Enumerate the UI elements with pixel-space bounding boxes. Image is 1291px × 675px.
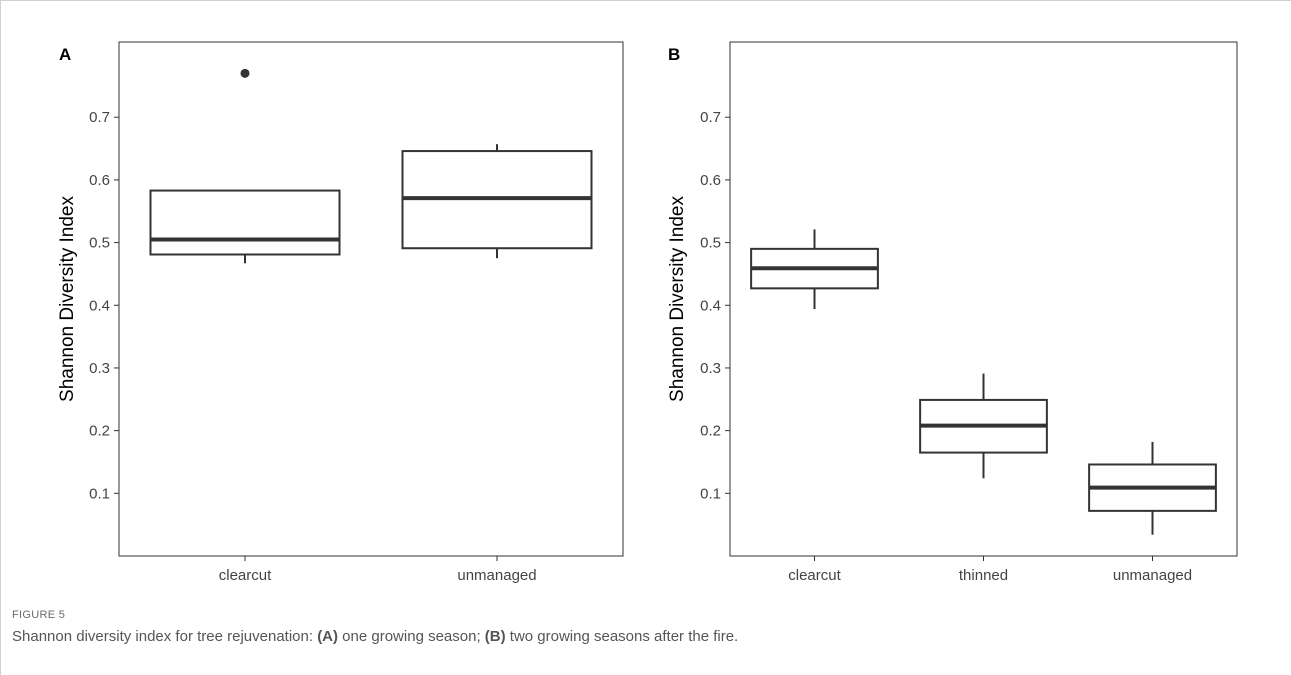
y-tick-label: 0.2 (700, 423, 721, 440)
caption-segment: one growing season; (338, 628, 485, 645)
panel-tag: A (59, 45, 71, 64)
caption-panel-ref: (A) (317, 628, 339, 645)
figure-caption: Shannon diversity index for tree rejuven… (12, 628, 738, 645)
y-tick-label: 0.5 (700, 235, 721, 252)
frame-rule-left (0, 0, 1, 675)
y-tick-label: 0.6 (700, 172, 721, 189)
panel-b: B 0.1 0.2 0.3 0.4 0.5 0.6 0.7 Shannon Diversity … (667, 41, 1238, 584)
y-tick-label: 0.7 (89, 109, 110, 126)
y-tick-label: 0.4 (700, 297, 721, 314)
box-unmanaged (1088, 441, 1217, 535)
y-tick-label: 0.7 (700, 109, 721, 126)
y-axis-title: Shannon Diversity Index (57, 196, 78, 402)
x-tick-label: unmanaged (457, 567, 536, 584)
x-tick-label: unmanaged (1113, 567, 1192, 584)
box-clearcut (750, 229, 879, 310)
y-tick-label: 0.4 (89, 297, 110, 314)
y-axis-title: Shannon Diversity Index (667, 196, 688, 402)
panel-tag: B (668, 45, 680, 64)
caption-segment: Shannon diversity index for tree rejuven… (12, 628, 318, 645)
outlier-point (240, 68, 250, 78)
box-iqr (149, 189, 341, 256)
x-tick-label: clearcut (219, 567, 272, 584)
caption-segment: two growing seasons after the fire. (505, 628, 739, 645)
y-tick-label: 0.5 (89, 235, 110, 252)
y-tick-label: 0.1 (700, 485, 721, 502)
y-tick-label: 0.2 (89, 423, 110, 440)
y-tick-label: 0.3 (89, 360, 110, 377)
y-tick-label: 0.1 (89, 485, 110, 502)
figure-label: FIGURE 5 (12, 609, 66, 621)
box-clearcut (149, 68, 341, 264)
figure-svg: A 0.1 0.2 0.3 0.4 0.5 0.6 0.7 Shannon Diversity … (57, 41, 1238, 584)
frame-rule-top (0, 0, 1291, 1)
plot-area-border (118, 41, 624, 557)
y-tick-label: 0.3 (700, 360, 721, 377)
y-tick-label: 0.6 (89, 172, 110, 189)
panel-a: A 0.1 0.2 0.3 0.4 0.5 0.6 0.7 Shannon Diversity … (57, 41, 624, 584)
box-unmanaged (401, 144, 593, 259)
x-tick-label: thinned (959, 567, 1008, 584)
box-thinned (919, 373, 1048, 479)
x-tick-label: clearcut (788, 567, 841, 584)
caption-panel-ref: (B) (484, 628, 506, 645)
